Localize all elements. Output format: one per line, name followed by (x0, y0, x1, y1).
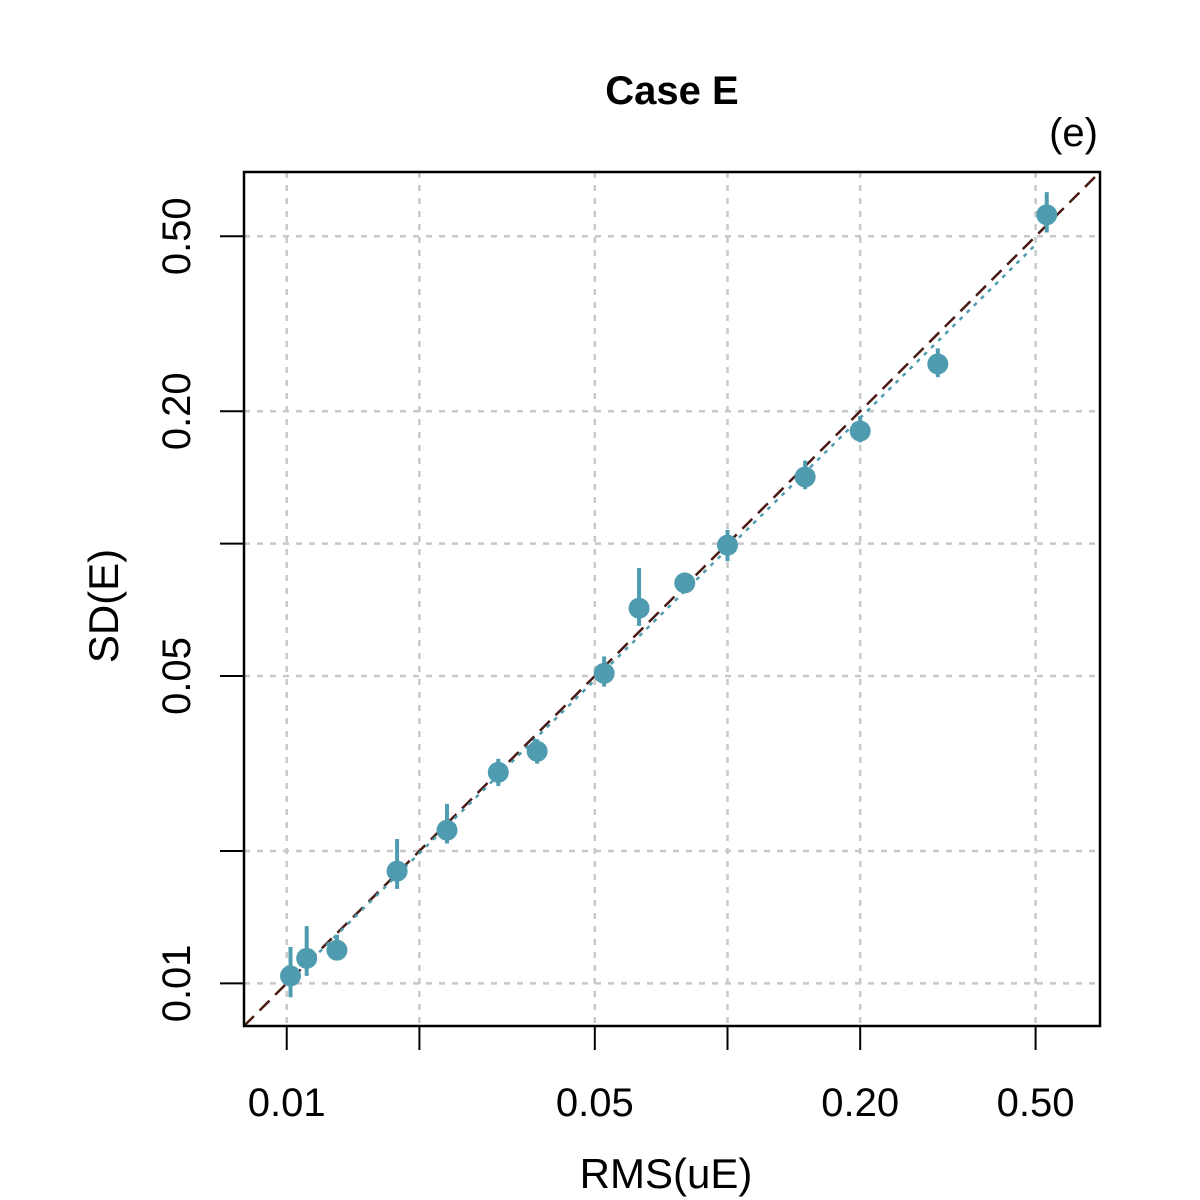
point-marker (593, 662, 615, 684)
data-point-11 (716, 529, 738, 562)
y-tick-label: 0.20 (155, 372, 199, 450)
reference-lines (243, 171, 1101, 1027)
y-tick-label: 0.01 (155, 944, 199, 1022)
data-point-12 (794, 460, 816, 490)
point-marker (280, 965, 302, 987)
data-point-15 (1036, 192, 1058, 233)
data-point-3 (326, 934, 348, 961)
data-point-5 (436, 803, 458, 844)
axes: 0.01 0.05 0.20 0.50 0.01 0.05 0.20 0.50 (155, 197, 1075, 1125)
plot-frame (242, 170, 1102, 1028)
point-marker (1036, 204, 1058, 226)
point-marker (326, 939, 348, 961)
point-marker (674, 572, 696, 594)
y-axis-label: SD(E) (80, 549, 127, 663)
data-point-8 (593, 656, 615, 687)
point-marker (628, 597, 650, 619)
y-tick-label: 0.05 (155, 637, 199, 715)
y-tick-label: 0.50 (155, 197, 199, 275)
identity-line (243, 171, 1101, 1027)
data-point-7 (526, 739, 548, 764)
point-marker (296, 947, 318, 969)
x-tick-label: 0.05 (556, 1081, 634, 1125)
chart-title: Case E (605, 69, 738, 113)
point-marker (386, 860, 408, 882)
trend-line (304, 243, 1037, 968)
point-marker (436, 819, 458, 841)
data-point-10 (674, 572, 696, 594)
x-tick-label: 0.01 (248, 1081, 326, 1125)
panel-label: (e) (1049, 111, 1098, 155)
point-marker (927, 353, 949, 375)
point-marker (526, 740, 548, 762)
data-point-2 (296, 926, 318, 976)
data-point-1 (280, 946, 302, 998)
data-point-13 (849, 416, 871, 443)
data-point-6 (487, 758, 509, 787)
data-point-14 (927, 348, 949, 378)
data-points (280, 192, 1058, 998)
point-marker (849, 420, 871, 442)
point-marker (487, 761, 509, 783)
data-point-4 (386, 838, 408, 889)
x-tick-label: 0.50 (997, 1081, 1075, 1125)
x-tick-label: 0.20 (821, 1081, 899, 1125)
point-marker (716, 534, 738, 556)
point-marker (794, 466, 816, 488)
x-axis-label: RMS(uE) (580, 1150, 753, 1197)
data-point-9 (628, 568, 650, 626)
